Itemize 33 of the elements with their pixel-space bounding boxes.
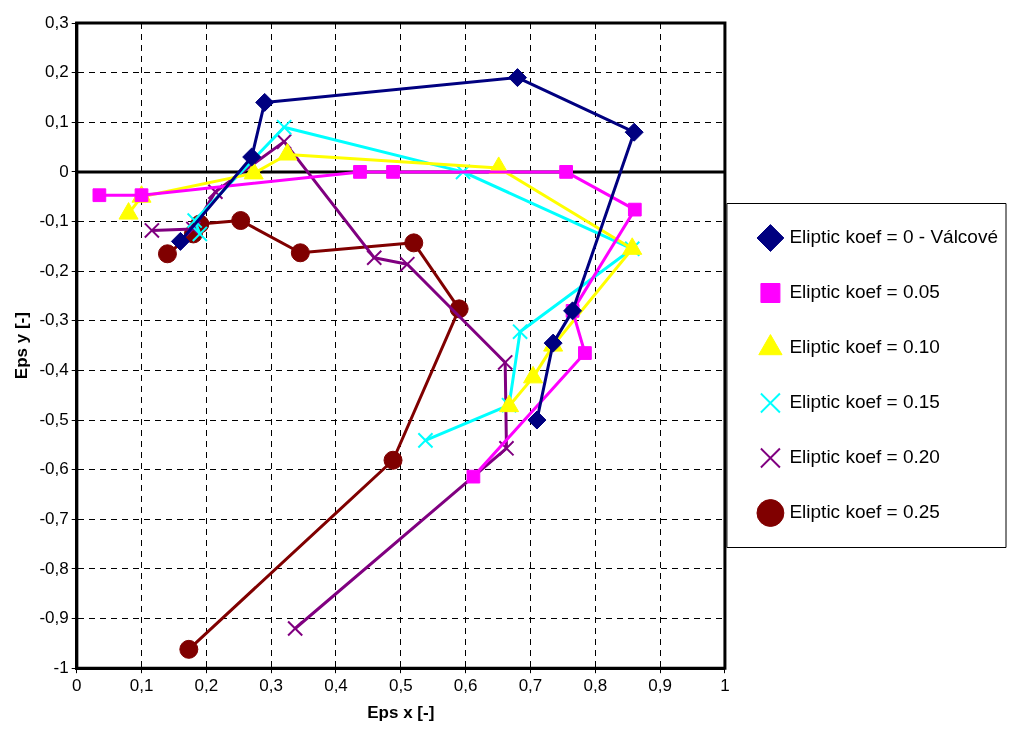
legend-label: Eliptic koef = 0.10 [789, 336, 940, 358]
y-tick-label: -0,2 [39, 260, 69, 280]
y-tick-label: -0,5 [39, 409, 69, 429]
x-tick-label: 0,2 [194, 676, 219, 696]
y-tick-label: -0,4 [39, 360, 69, 380]
y-tick-label: 0 [59, 161, 69, 181]
x-tick-label: 0,7 [518, 676, 543, 696]
y-tick-label: 0,2 [45, 62, 69, 82]
x-tick-label: 0 [71, 676, 82, 696]
y-tick-label: -0,6 [39, 459, 69, 479]
x-tick-label: 0,6 [453, 676, 478, 696]
x-tick-label: 0,3 [259, 676, 283, 696]
x-tick-label: 0,4 [324, 676, 348, 696]
x-tick-label: 0,1 [129, 676, 154, 696]
y-tick-label: -0,7 [39, 509, 69, 528]
x-tick-label: 0,8 [583, 676, 608, 696]
y-tick-label: 0,1 [45, 111, 69, 131]
legend-label: Eliptic koef = 0.20 [789, 446, 940, 468]
y-tick-label: -0,3 [39, 310, 69, 330]
y-tick-label: -0,8 [39, 558, 69, 578]
legend-label: Eliptic koef = 0.25 [789, 501, 940, 523]
x-tick-label: 0,5 [388, 676, 413, 696]
y-tick-label: -1 [53, 657, 69, 677]
y-tick-label: 0,3 [45, 12, 69, 32]
legend-label: Eliptic koef = 0 - Válcové [789, 226, 998, 248]
y-axis-title: Eps y [-] [11, 312, 31, 380]
legend-label: Eliptic koef = 0.05 [789, 281, 940, 303]
y-tick-label: -0,9 [39, 608, 69, 628]
y-tick-label: -0,1 [39, 211, 69, 231]
x-tick-label: 0,9 [648, 676, 672, 696]
x-axis-title: Eps x [-] [367, 703, 435, 723]
legend-label: Eliptic koef = 0.15 [789, 391, 940, 413]
x-tick-label: 1 [720, 676, 730, 696]
